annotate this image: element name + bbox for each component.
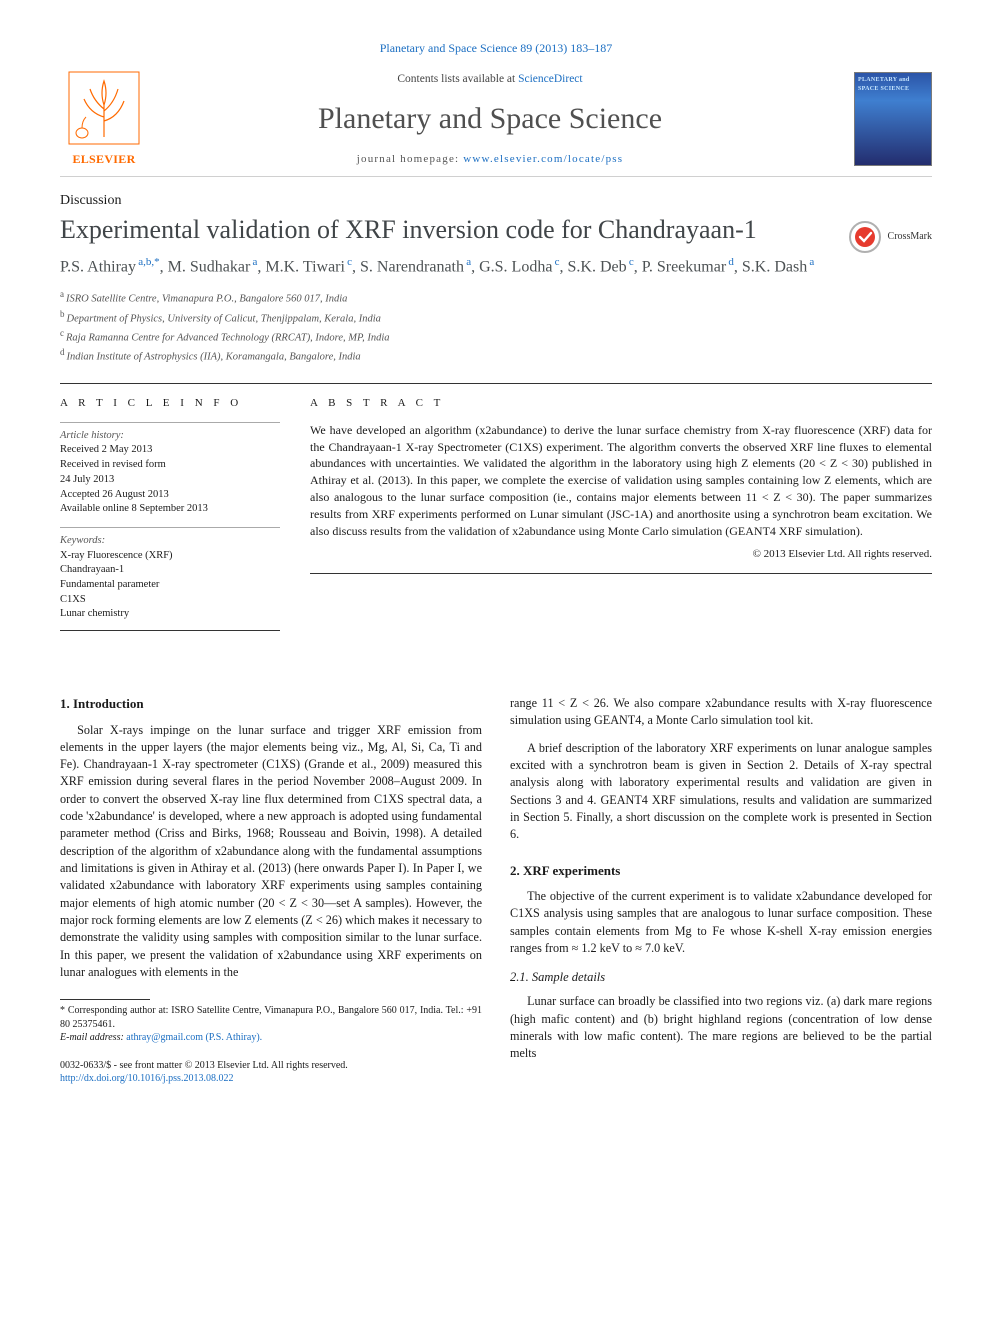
- paper-title: Experimental validation of XRF inversion…: [60, 214, 848, 247]
- article-type: Discussion: [60, 191, 932, 211]
- history-line: 24 July 2013: [60, 473, 280, 488]
- bottom-meta: 0032-0633/$ - see front matter © 2013 El…: [60, 1059, 482, 1086]
- sciencedirect-link[interactable]: ScienceDirect: [518, 73, 583, 85]
- cover-thumb-wrap: PLANETARY and SPACE SCIENCE: [832, 72, 932, 166]
- section-2-heading: 2. XRF experiments: [510, 862, 932, 880]
- front-matter-line: 0032-0633/$ - see front matter © 2013 El…: [60, 1059, 482, 1073]
- journal-title: Planetary and Space Science: [148, 98, 832, 140]
- issue-citation[interactable]: Planetary and Space Science 89 (2013) 18…: [60, 40, 932, 57]
- intro-p1: Solar X-rays impinge on the lunar surfac…: [60, 722, 482, 982]
- abstract-heading: A B S T R A C T: [310, 396, 932, 411]
- article-history-block: Article history: Received 2 May 2013Rece…: [60, 422, 280, 517]
- footnote-rule: [60, 999, 150, 1000]
- publisher-logo[interactable]: ELSEVIER: [60, 71, 148, 168]
- article-info-col: A R T I C L E I N F O Article history: R…: [60, 396, 280, 641]
- crossmark-icon: [848, 220, 882, 254]
- crossmark-label: CrossMark: [888, 230, 932, 244]
- keywords-block: Keywords: X-ray Fluorescence (XRF)Chandr…: [60, 527, 280, 631]
- keyword: Fundamental parameter: [60, 578, 280, 593]
- elsevier-tree-icon: [68, 71, 140, 149]
- doi-link[interactable]: http://dx.doi.org/10.1016/j.pss.2013.08.…: [60, 1073, 233, 1084]
- keyword: Lunar chemistry: [60, 607, 280, 622]
- keyword: C1XS: [60, 593, 280, 608]
- abstract-rule: [310, 573, 932, 574]
- intro-cont-p1: range 11 < Z < 26. We also compare x2abu…: [510, 695, 932, 730]
- abstract-text: We have developed an algorithm (x2abunda…: [310, 422, 932, 540]
- intro-p2: A brief description of the laboratory XR…: [510, 740, 932, 844]
- info-abstract-row: A R T I C L E I N F O Article history: R…: [60, 383, 932, 641]
- article-info-heading: A R T I C L E I N F O: [60, 396, 280, 411]
- history-line: Received in revised form: [60, 458, 280, 473]
- subsection-2-1-heading: 2.1. Sample details: [510, 969, 932, 987]
- article-history-label: Article history:: [60, 429, 280, 444]
- keyword: Chandrayaan-1: [60, 563, 280, 578]
- authors-line: P.S. Athiray a,b,*, M. Sudhakar a, M.K. …: [60, 255, 932, 279]
- abstract-col: A B S T R A C T We have developed an alg…: [310, 396, 932, 641]
- publisher-name: ELSEVIER: [72, 151, 135, 168]
- homepage-link[interactable]: www.elsevier.com/locate/pss: [463, 153, 623, 165]
- keywords-label: Keywords:: [60, 534, 280, 549]
- corr-text: * Corresponding author at: ISRO Satellit…: [60, 1004, 482, 1031]
- abstract-copyright: © 2013 Elsevier Ltd. All rights reserved…: [310, 547, 932, 562]
- crossmark-badge[interactable]: CrossMark: [848, 220, 932, 254]
- history-line: Accepted 26 August 2013: [60, 488, 280, 503]
- affiliations: aISRO Satellite Centre, Vimanapura P.O.,…: [60, 288, 932, 365]
- cover-thumb-title: PLANETARY and SPACE SCIENCE: [858, 76, 928, 93]
- sec21-p1: Lunar surface can broadly be classified …: [510, 993, 932, 1062]
- masthead: ELSEVIER Contents lists available at Sci…: [60, 71, 932, 177]
- author-email-link[interactable]: athray@gmail.com (P.S. Athiray).: [126, 1032, 262, 1043]
- section-1-heading: 1. Introduction: [60, 695, 482, 713]
- masthead-center: Contents lists available at ScienceDirec…: [148, 71, 832, 166]
- history-line: Received 2 May 2013: [60, 443, 280, 458]
- email-label: E-mail address:: [60, 1032, 126, 1043]
- left-column: 1. Introduction Solar X-rays impinge on …: [60, 695, 482, 1086]
- sec2-p1: The objective of the current experiment …: [510, 888, 932, 957]
- contents-line: Contents lists available at ScienceDirec…: [148, 71, 832, 87]
- journal-cover-thumb[interactable]: PLANETARY and SPACE SCIENCE: [854, 72, 932, 166]
- contents-prefix: Contents lists available at: [397, 73, 518, 85]
- body-columns: 1. Introduction Solar X-rays impinge on …: [60, 695, 932, 1086]
- history-line: Available online 8 September 2013: [60, 502, 280, 517]
- corresponding-footnote: * Corresponding author at: ISRO Satellit…: [60, 1004, 482, 1045]
- keyword: X-ray Fluorescence (XRF): [60, 549, 280, 564]
- homepage-prefix: journal homepage:: [357, 153, 464, 165]
- right-column: range 11 < Z < 26. We also compare x2abu…: [510, 695, 932, 1086]
- journal-homepage: journal homepage: www.elsevier.com/locat…: [148, 152, 832, 167]
